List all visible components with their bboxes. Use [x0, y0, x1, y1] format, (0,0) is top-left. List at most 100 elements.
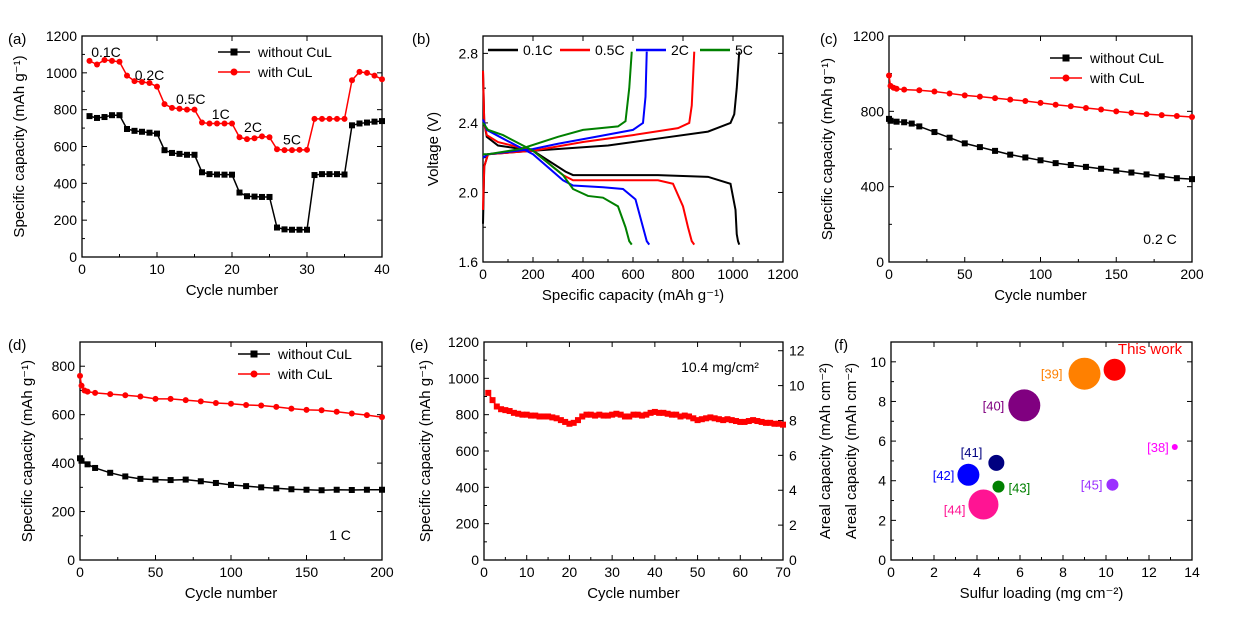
data-point: [1173, 175, 1180, 182]
data-point: [296, 146, 303, 153]
y-axis-label: Specific capacity (mAh g⁻¹): [11, 55, 28, 237]
data-point: [326, 115, 333, 122]
data-point: [1143, 171, 1150, 178]
data-point: [656, 409, 663, 416]
data-point: [137, 475, 144, 482]
data-point: [741, 418, 748, 425]
data-point: [78, 457, 85, 464]
x-tick-label: 30: [604, 564, 620, 580]
data-point: [617, 411, 624, 418]
rate-annotation: 0.2C: [135, 67, 165, 83]
data-point: [1007, 151, 1014, 158]
data-point: [289, 147, 295, 154]
data-point: [304, 146, 310, 153]
data-point: [893, 85, 900, 92]
data-point: [288, 405, 295, 412]
data-point: [152, 476, 159, 483]
panel-label: (c): [820, 31, 838, 48]
x-tick-label: 1000: [717, 266, 748, 282]
rate-annotation: 1C: [212, 106, 230, 122]
data-point: [244, 136, 250, 143]
data-point: [197, 478, 204, 485]
legend-label: 2C: [671, 42, 689, 58]
data-point: [296, 226, 303, 233]
y-tick-label: 400: [54, 175, 78, 191]
data-point: [318, 407, 325, 414]
data-point: [707, 414, 714, 421]
y-tick-label: 200: [54, 212, 78, 228]
data-point: [77, 372, 83, 379]
data-point: [893, 118, 900, 125]
data-point: [579, 413, 586, 420]
x-tick-label: 60: [732, 564, 748, 580]
data-point: [728, 417, 735, 424]
data-point: [596, 411, 603, 418]
data-point: [94, 61, 100, 68]
data-point: [319, 171, 325, 178]
x-tick-label: 200: [521, 266, 545, 282]
data-point: [626, 413, 633, 420]
scatter-point: [1008, 389, 1041, 422]
y-tick-label: 6: [878, 433, 886, 449]
series-0-line: [888, 118, 1193, 180]
data-point: [78, 382, 85, 389]
y-tick-label: 800: [52, 358, 76, 374]
data-point: [1007, 96, 1014, 103]
y-tick-label: 200: [52, 504, 76, 520]
data-point: [553, 415, 560, 422]
data-point: [587, 411, 594, 418]
data-point: [485, 389, 492, 396]
data-point: [273, 403, 280, 410]
legend-label: 0.5C: [595, 42, 625, 58]
data-point: [86, 113, 93, 120]
data-point: [724, 416, 731, 423]
data-point: [733, 418, 740, 425]
series-1-line: [888, 75, 1193, 118]
data-point: [84, 461, 91, 468]
data-point: [303, 406, 310, 413]
y-tick-label: 1200: [448, 334, 479, 350]
data-point: [184, 151, 190, 158]
data-point: [557, 417, 564, 424]
data-point: [244, 193, 250, 200]
data-point: [901, 119, 908, 126]
legend-label: with CuL: [257, 64, 313, 80]
data-point: [754, 418, 761, 425]
y-tick-label: 0: [876, 254, 884, 270]
data-point: [502, 407, 509, 414]
data-point: [1098, 165, 1105, 172]
data-point: [737, 418, 744, 425]
data-point: [348, 486, 355, 493]
data-point: [364, 119, 370, 126]
data-point: [250, 350, 258, 358]
data-point: [916, 123, 923, 130]
data-point: [694, 417, 701, 424]
data-point: [116, 112, 123, 119]
y-tick-label: 1200: [46, 28, 77, 44]
y-tick-label: 0: [69, 249, 77, 265]
data-point: [184, 106, 190, 113]
y-tick-label: 800: [54, 102, 78, 118]
data-point: [154, 130, 160, 137]
data-point: [266, 134, 273, 141]
data-point: [250, 370, 258, 378]
point-label: [39]: [1041, 367, 1063, 382]
data-point: [992, 147, 999, 154]
data-point: [281, 147, 288, 154]
x-tick-label: 800: [671, 266, 695, 282]
data-point: [961, 140, 968, 147]
x-axis-label: Cycle number: [994, 287, 1087, 304]
data-point: [169, 104, 175, 111]
data-point: [498, 406, 505, 413]
data-point: [1067, 162, 1074, 169]
data-point: [677, 413, 684, 420]
point-label: This work: [1118, 341, 1183, 358]
y-axis-label: Areal capacity (mAh cm⁻²): [843, 363, 860, 539]
data-point: [363, 412, 370, 419]
voltage-curve-2C-discharge: [482, 119, 651, 246]
data-point: [303, 486, 310, 493]
data-point: [379, 486, 385, 493]
point-label: [44]: [944, 503, 966, 518]
rate-annotation: 0.2 C: [1143, 231, 1176, 247]
